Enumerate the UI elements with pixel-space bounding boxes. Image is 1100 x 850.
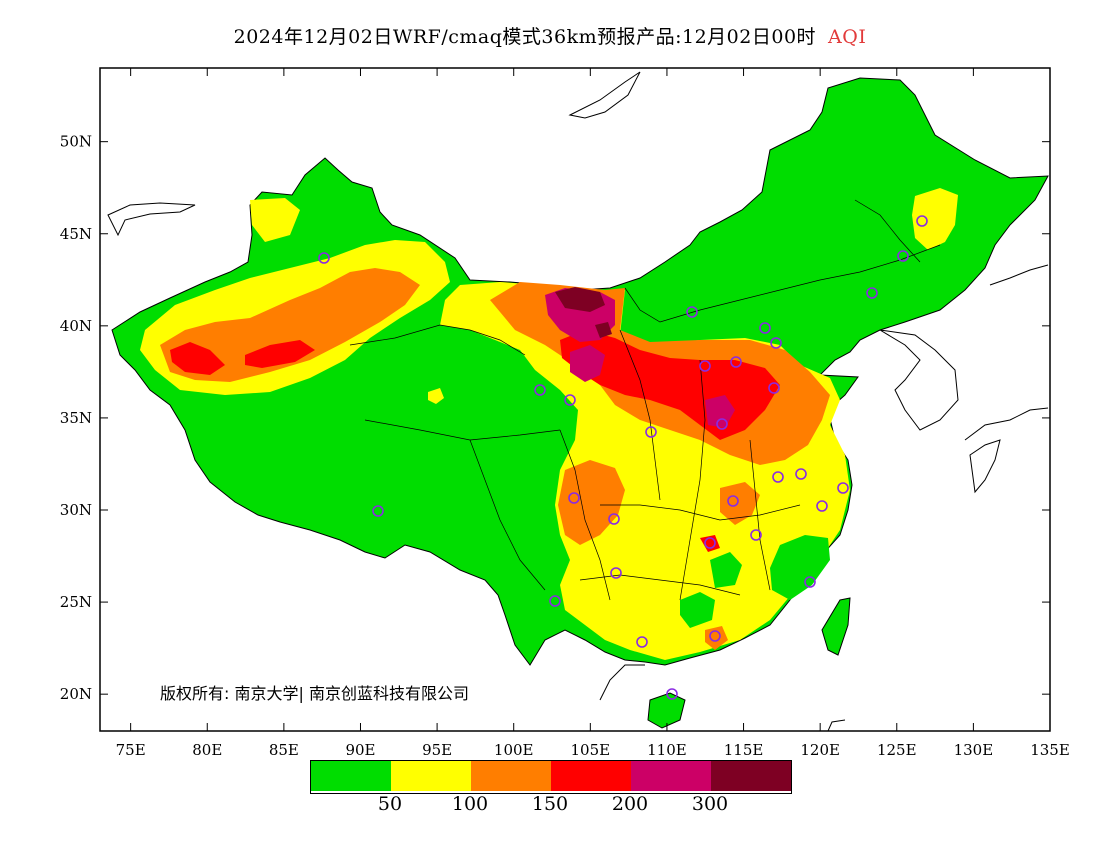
station-marker <box>636 636 648 648</box>
station-marker <box>372 505 384 517</box>
aqi-red-spot <box>700 535 720 552</box>
aqi-orange-sichuan <box>558 460 625 545</box>
copyright-text: 版权所有: 南京大学| 南京创蓝科技有限公司 <box>160 684 469 703</box>
province-boundaries <box>349 199 941 601</box>
lon-tick-label: 75E <box>116 741 146 759</box>
lon-tick-label: 130E <box>954 741 994 759</box>
aqi-legend-labels: 50 100 150 200 300 <box>310 793 790 819</box>
legend-label: 50 <box>377 793 403 815</box>
lon-tick-label: 110E <box>647 741 687 759</box>
lat-tick-label: 35N <box>60 409 92 427</box>
lat-tick-label: 50N <box>60 133 92 151</box>
legend-label: 100 <box>451 793 489 815</box>
map-title: 2024年12月02日WRF/cmaq模式36km预报产品:12月02日00时 A… <box>0 22 1100 49</box>
station-marker <box>704 537 716 549</box>
station-marker <box>568 492 580 504</box>
station-marker <box>730 356 742 368</box>
aqi-fill-layers <box>107 71 1049 731</box>
station-marker <box>750 529 762 541</box>
station-marker <box>564 394 576 406</box>
station-marker <box>897 250 909 262</box>
station-marker <box>534 384 546 396</box>
aqi-green-hunan <box>710 552 742 588</box>
station-marker <box>608 513 620 525</box>
neighbor-coastlines <box>107 71 1049 731</box>
legend-swatch <box>711 761 791 791</box>
title-variable: AQI <box>828 26 867 48</box>
axis-ticks: 75E 80E 85E 90E 95E 100E 105E 110E 115E 120E 125E 1… <box>60 68 1070 759</box>
legend-label: 200 <box>611 793 649 815</box>
lon-tick-label: 95E <box>422 741 452 759</box>
lon-tick-label: 120E <box>800 741 840 759</box>
station-marker <box>866 287 878 299</box>
station-marker <box>795 468 807 480</box>
lon-tick-label: 135E <box>1030 741 1070 759</box>
aqi-legend-bar <box>310 760 792 794</box>
station-marker <box>770 337 782 349</box>
legend-swatch <box>391 761 471 791</box>
station-marker <box>768 382 780 394</box>
station-marker <box>727 495 739 507</box>
aqi-yellow-northeast <box>912 188 958 250</box>
station-marker <box>759 322 771 334</box>
map-frame <box>99 67 1051 732</box>
legend-swatch <box>471 761 551 791</box>
station-marker <box>804 576 816 588</box>
legend-swatch <box>311 761 391 791</box>
aqi-orange-pearl <box>705 626 728 650</box>
lat-tick-label: 20N <box>60 685 92 703</box>
aqi-purple-guanzhong <box>570 345 605 382</box>
station-marker <box>549 595 561 607</box>
station-markers <box>318 215 928 700</box>
title-text: 2024年12月02日WRF/cmaq模式36km预报产品:12月02日00时 <box>233 26 817 48</box>
station-marker <box>645 426 657 438</box>
aqi-maroon-spot <box>595 322 612 338</box>
hainan-land <box>647 692 686 729</box>
aqi-orange-xinjiang <box>160 268 420 382</box>
station-marker <box>610 567 622 579</box>
station-marker <box>916 215 928 227</box>
aqi-orange-hunan <box>720 482 760 525</box>
aqi-purple-henan <box>705 395 735 428</box>
station-marker <box>666 688 678 700</box>
station-marker <box>772 471 784 483</box>
taiwan-land <box>821 597 851 656</box>
aqi-yellow-tarim-edge <box>250 198 300 242</box>
legend-label: 300 <box>691 793 729 815</box>
lat-tick-label: 30N <box>60 501 92 519</box>
station-marker <box>816 500 828 512</box>
lat-tick-label: 40N <box>60 317 92 335</box>
lon-tick-label: 100E <box>494 741 534 759</box>
station-marker <box>709 630 721 642</box>
station-marker <box>318 252 330 264</box>
station-marker <box>699 360 711 372</box>
lon-tick-label: 105E <box>571 741 611 759</box>
aqi-maroon-core <box>555 287 605 312</box>
station-marker <box>837 482 849 494</box>
aqi-red-xinjiang-west <box>170 342 225 375</box>
lon-tick-label: 115E <box>724 741 764 759</box>
lon-tick-label: 80E <box>192 741 222 759</box>
station-marker <box>686 306 698 318</box>
aqi-red-xinjiang-east <box>245 340 315 368</box>
aqi-green-fujian <box>770 535 830 600</box>
lat-tick-label: 25N <box>60 593 92 611</box>
legend-label: 150 <box>531 793 569 815</box>
lon-tick-label: 90E <box>345 741 375 759</box>
lon-tick-label: 125E <box>877 741 917 759</box>
aqi-yellow-spot <box>428 388 444 404</box>
legend-swatch <box>551 761 631 791</box>
station-marker <box>716 418 728 430</box>
aqi-green-guangxi <box>680 592 715 628</box>
legend-swatch <box>631 761 711 791</box>
lon-tick-label: 85E <box>269 741 299 759</box>
lat-tick-label: 45N <box>60 225 92 243</box>
